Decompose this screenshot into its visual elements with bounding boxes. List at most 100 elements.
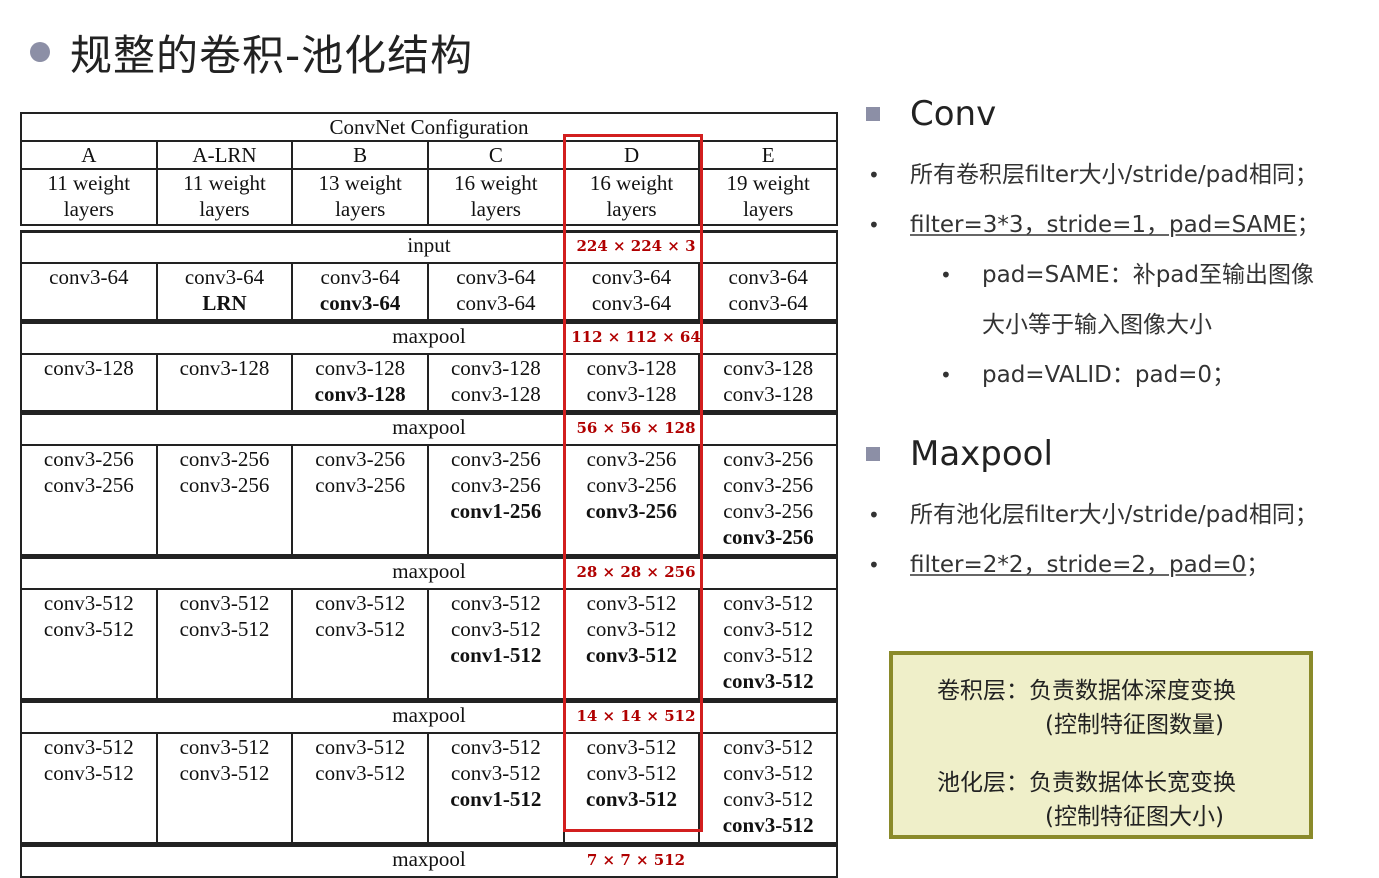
layer-cell-c: conv3-512 conv3-512 conv1-512 <box>429 590 565 698</box>
column-desc: 19 weight <box>726 171 810 195</box>
layer-cell-e: conv3-256 conv3-256 conv3-256 conv3-256 <box>700 446 836 554</box>
conv-sub-bullet-2: • pad=VALID：pad=0； <box>862 350 1377 400</box>
table-header-row: A 11 weight layers A-LRN 11 weight layers B 13 … <box>20 142 838 226</box>
conv-bullet-2: • filter=3*3，stride=1，pad=SAME； <box>862 200 1377 250</box>
bullet-icon: • <box>868 553 880 577</box>
output-dim: 56 × 56 × 128 <box>576 419 696 437</box>
column-header-e: E 19 weight layers <box>700 142 837 224</box>
maxpool-row: maxpool 56 × 56 × 128 <box>20 412 838 446</box>
layer: conv3-512 <box>586 617 677 641</box>
maxpool-bullet-2: • filter=2*2，stride=2，pad=0； <box>862 540 1377 590</box>
bullet-icon: • <box>940 363 952 387</box>
output-dim: 112 × 112 × 64 <box>571 328 701 346</box>
layer: conv3-512 <box>723 617 814 641</box>
column-header-a: A 11 weight layers <box>22 142 158 224</box>
layer: conv3-64 <box>320 265 400 289</box>
layer: conv3-256 <box>315 473 406 497</box>
layer-cell-d: conv3-256 conv3-256 conv3-256 <box>565 446 701 554</box>
layer: conv3-512 <box>43 591 134 615</box>
conv-block-row: conv3-512 conv3-512 conv3-512 conv3-512 conv… <box>20 590 838 700</box>
layer-cell-e: conv3-64 conv3-64 <box>700 264 836 319</box>
summary-note-box: 卷积层：负责数据体深度变换 (控制特征图数量) 池化层：负责数据体长宽变换 (控… <box>889 651 1313 839</box>
added-layer: conv3-128 <box>314 382 406 406</box>
layer: conv3-256 <box>43 447 134 471</box>
conv-block-row: conv3-64 conv3-64 LRN conv3-64 conv3-64 conv3… <box>20 264 838 321</box>
conv-block-row: conv3-256 conv3-256 conv3-256 conv3-256 conv… <box>20 446 838 556</box>
layer: conv3-256 <box>450 447 541 471</box>
layer: conv3-64 <box>728 291 808 315</box>
layer: conv3-512 <box>179 735 270 759</box>
added-layer: conv3-512 <box>586 787 678 811</box>
layer: conv3-256 <box>586 447 677 471</box>
column-desc: layers <box>470 197 521 221</box>
layer: conv3-512 <box>315 761 406 785</box>
column-id: A <box>22 142 156 170</box>
layer-cell-a: conv3-128 <box>22 355 158 410</box>
added-layer: LRN <box>202 291 247 315</box>
title-text: 规整的卷积-池化结构 <box>70 30 474 80</box>
layer: conv3-64 <box>456 291 536 315</box>
column-desc: layers <box>63 197 114 221</box>
added-layer: conv3-512 <box>722 669 814 693</box>
layer: conv3-512 <box>450 591 541 615</box>
maxpool-row: maxpool 112 × 112 × 64 <box>20 321 838 355</box>
layer: conv3-256 <box>43 473 134 497</box>
layer-cell-a-lrn: conv3-256 conv3-256 <box>158 446 294 554</box>
maxpool-label: maxpool <box>392 847 466 871</box>
maxpool-row: maxpool 14 × 14 × 512 <box>20 700 838 734</box>
column-header-c: C 16 weight layers <box>429 142 565 224</box>
column-desc: 11 weight <box>47 171 131 195</box>
maxpool-row: maxpool 28 × 28 × 256 <box>20 556 838 590</box>
column-header-a-lrn: A-LRN 11 weight layers <box>157 142 294 224</box>
layer-cell-c: conv3-256 conv3-256 conv1-256 <box>429 446 565 554</box>
layer: conv3-512 <box>586 591 677 615</box>
layer: conv3-512 <box>586 735 677 759</box>
layer: conv3-512 <box>450 761 541 785</box>
layer: conv3-128 <box>586 356 677 380</box>
layer-cell-c: conv3-512 conv3-512 conv1-512 <box>429 734 565 842</box>
slide-title: 规整的卷积-池化结构 <box>30 22 473 82</box>
layer-cell-d: conv3-512 conv3-512 conv3-512 <box>565 734 701 842</box>
layer-cell-a: conv3-512 conv3-512 <box>22 734 158 842</box>
output-dim: 28 × 28 × 256 <box>576 563 696 581</box>
layer: conv3-512 <box>586 761 677 785</box>
layer-cell-b: conv3-256 conv3-256 <box>293 446 430 554</box>
layer: conv3-64 <box>184 265 265 289</box>
maxpool-heading: Maxpool <box>910 434 1053 474</box>
column-header-d: D 16 weight layers <box>564 142 701 224</box>
conv-sub-bullet-1-cont: 大小等于输入图像大小 <box>862 300 1377 350</box>
added-layer: conv3-64 <box>319 291 401 315</box>
added-layer: conv1-256 <box>450 499 542 523</box>
layer: conv3-256 <box>723 499 814 523</box>
layer-cell-a: conv3-512 conv3-512 <box>22 590 158 698</box>
layer: conv3-256 <box>723 473 814 497</box>
maxpool-label: maxpool <box>392 703 466 727</box>
layer: conv3-128 <box>450 382 541 406</box>
conv-sub-bullet-1: • pad=SAME：补pad至输出图像 <box>862 250 1377 300</box>
layer: conv3-64 <box>456 265 536 289</box>
conv-bullet-1: • 所有卷积层filter大小/stride/pad相同； <box>862 150 1377 200</box>
layer: conv3-256 <box>723 447 814 471</box>
layer-cell-c: conv3-128 conv3-128 <box>429 355 565 410</box>
layer: conv3-512 <box>315 735 406 759</box>
maxpool-bullet-1-text: 所有池化层filter大小/stride/pad相同； <box>910 502 1318 528</box>
table-body: conv3-64 conv3-64 LRN conv3-64 conv3-64 conv3… <box>20 264 838 878</box>
layer: conv3-512 <box>179 761 270 785</box>
added-layer: conv3-512 <box>586 643 678 667</box>
bullet-icon: • <box>868 503 880 527</box>
bullet-icon: • <box>868 163 880 187</box>
layer: conv3-256 <box>586 473 677 497</box>
layer: conv3-256 <box>450 473 541 497</box>
conv-bullet-1-text: 所有卷积层filter大小/stride/pad相同； <box>910 162 1318 188</box>
maxpool-bullet-2-text: filter=2*2，stride=2，pad=0 <box>910 552 1247 578</box>
layer: conv3-128 <box>450 356 541 380</box>
convnet-config-table: ConvNet Configuration A 11 weight layers A-… <box>20 112 838 878</box>
column-desc: layers <box>335 197 386 221</box>
note-line-1: 卷积层：负责数据体深度变换 <box>937 678 1236 704</box>
layer: conv3-512 <box>179 591 270 615</box>
layer: conv3-128 <box>586 382 677 406</box>
layer: conv3-64 <box>591 265 672 289</box>
layer: conv3-512 <box>723 591 814 615</box>
layer: conv3-512 <box>723 735 814 759</box>
note-line-3: 池化层：负责数据体长宽变换 <box>937 770 1236 796</box>
